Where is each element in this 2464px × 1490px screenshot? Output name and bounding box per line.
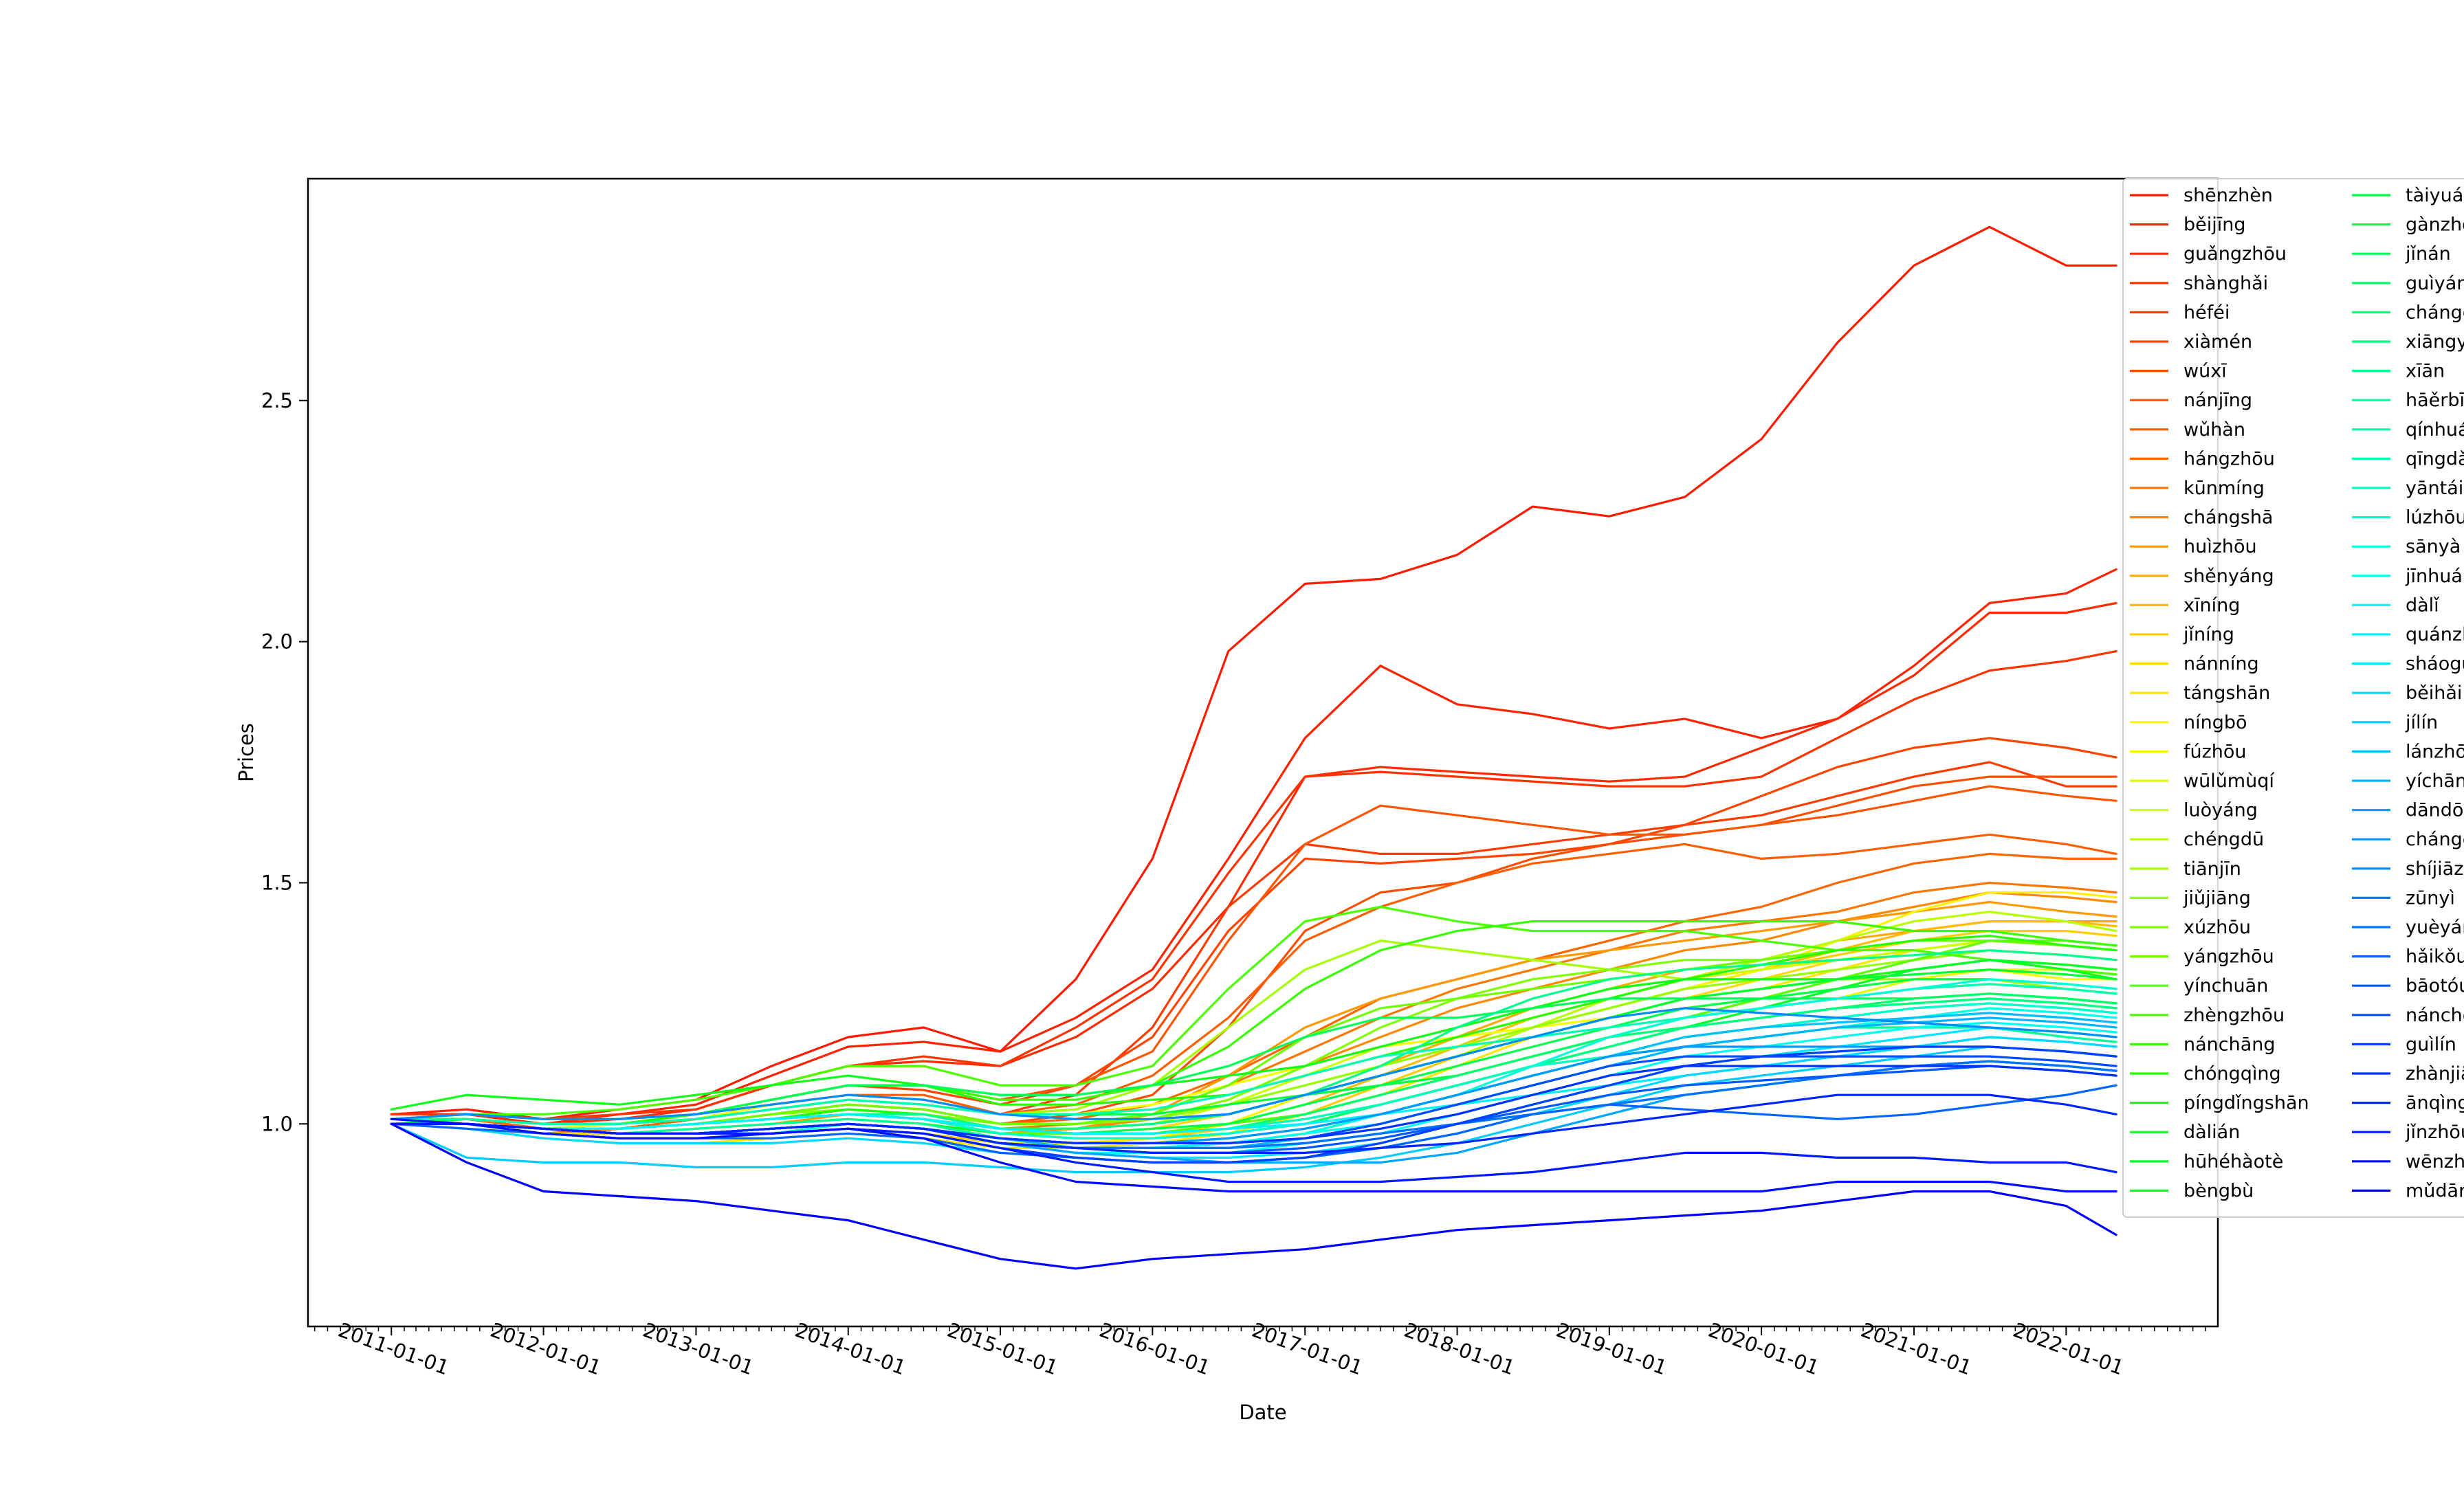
legend-label: zhànjiāng [2406, 1063, 2464, 1085]
legend-label: bèngbù [2184, 1180, 2254, 1201]
legend-label: tàiyuán [2406, 185, 2464, 206]
legend-label: níngbō [2184, 712, 2247, 733]
legend-label: běihǎi [2406, 682, 2462, 704]
legend-label: shēnzhèn [2184, 185, 2273, 206]
legend-label: fúzhōu [2184, 741, 2247, 762]
series-line [390, 568, 2118, 1125]
legend-label: chángde [2406, 302, 2464, 323]
legend-label: tiānjīn [2184, 858, 2241, 880]
plot-area [390, 225, 2118, 1270]
y-axis-label: Prices [234, 723, 258, 782]
y-tick-label: 1.0 [261, 1112, 293, 1135]
y-tick-label: 2.5 [261, 389, 293, 412]
series-line [390, 905, 2118, 1120]
legend-label: nánníng [2184, 654, 2259, 675]
legend-label: xúzhōu [2184, 917, 2251, 938]
legend-label: mǔdānjiāng [2406, 1180, 2464, 1201]
legend-label: hāěrbīn [2406, 390, 2464, 411]
legend-label: jiǔjiāng [2183, 887, 2251, 909]
legend-label: jǐnzhōu [2405, 1122, 2464, 1143]
legend-label: quánzhōu [2406, 624, 2464, 645]
legend-label: dàlǐ [2406, 594, 2439, 616]
legend-label: hángzhōu [2184, 448, 2275, 469]
legend-label: jǐníng [2183, 624, 2234, 645]
legend: shēnzhèn běijīng guǎngzhōu shànghǎi héféi xià… [2122, 178, 2464, 1218]
legend-label: yángzhōu [2184, 946, 2274, 968]
legend-label: sānyà [2406, 536, 2461, 557]
legend-label: yāntái [2406, 478, 2463, 499]
legend-label: píngdǐngshān [2184, 1093, 2309, 1114]
legend-label: běijīng [2184, 214, 2246, 236]
legend-label: chángchūn [2406, 829, 2464, 850]
legend-label: xiāngyáng [2406, 331, 2464, 353]
series-line [390, 1007, 2118, 1120]
legend-label: gànzhōu [2406, 214, 2464, 236]
legend-label: wǔhàn [2184, 419, 2245, 441]
legend-label: lánzhōu [2406, 741, 2464, 762]
legend-label: jīnhuá [2405, 566, 2463, 587]
legend-label: zūnyì [2406, 887, 2455, 909]
legend-label: xiàmén [2184, 331, 2252, 353]
legend-label: hūhéhàotè [2184, 1151, 2283, 1172]
legend-label: zhèngzhōu [2184, 1005, 2285, 1026]
legend-label: jǐnán [2405, 243, 2451, 265]
legend-label: yíchāng [2406, 770, 2464, 792]
x-axis-label: Date [1239, 1401, 1286, 1424]
legend-label: dāndōng [2406, 800, 2464, 821]
legend-label: yínchuān [2184, 975, 2268, 997]
legend-label: shěnyáng [2184, 566, 2274, 587]
series-line [390, 649, 2118, 1120]
series-line [390, 1122, 2118, 1183]
legend-box [2122, 178, 2464, 1218]
series-line [390, 1118, 2118, 1193]
legend-label: sháoguān [2406, 654, 2464, 675]
legend-label: chángshā [2184, 507, 2273, 529]
legend-label: shànghǎi [2184, 273, 2268, 294]
legend-label: lúzhōu [2406, 507, 2464, 529]
legend-label: hǎikǒu [2406, 946, 2464, 968]
legend-label: chóngqìng [2184, 1063, 2281, 1085]
series-line [390, 1122, 2118, 1270]
legend-label: guǎngzhōu [2184, 243, 2287, 265]
legend-label: yuèyáng [2406, 917, 2464, 938]
y-tick-label: 2.0 [261, 630, 293, 654]
series-line [390, 1045, 2118, 1174]
legend-label: luòyáng [2184, 800, 2258, 821]
legend-label: xīníng [2184, 594, 2240, 616]
legend-label: tángshān [2184, 682, 2270, 704]
legend-label: guìyáng [2406, 273, 2464, 294]
legend-label: dàlián [2184, 1122, 2240, 1143]
legend-label: xīān [2406, 361, 2445, 382]
legend-label: shíjiāzhuāng [2406, 858, 2464, 880]
legend-label: wūlǔmùqí [2184, 770, 2275, 792]
legend-label: huìzhōu [2184, 536, 2257, 557]
legend-label: wúxī [2184, 361, 2227, 382]
legend-label: chéngdū [2184, 829, 2264, 850]
legend-label: wēnzhōu [2406, 1151, 2464, 1172]
legend-label: bāotóu [2406, 975, 2464, 997]
legend-label: qínhuángdǎo [2406, 419, 2464, 441]
y-tick-label: 1.5 [261, 871, 293, 894]
y-axis: 1.0 1.5 2.0 2.5 [261, 389, 308, 1135]
legend-label: guìlín [2406, 1034, 2456, 1055]
legend-label: nánjīng [2184, 390, 2252, 411]
legend-label: nánchāng [2184, 1034, 2276, 1055]
legend-label: qīngdǎo [2406, 448, 2464, 469]
legend-label: héféi [2184, 302, 2230, 323]
legend-label: kūnmíng [2184, 478, 2265, 499]
legend-label: jílín [2405, 712, 2438, 733]
legend-label: nánchōng [2406, 1005, 2464, 1026]
legend-label: ānqìng [2406, 1093, 2464, 1114]
